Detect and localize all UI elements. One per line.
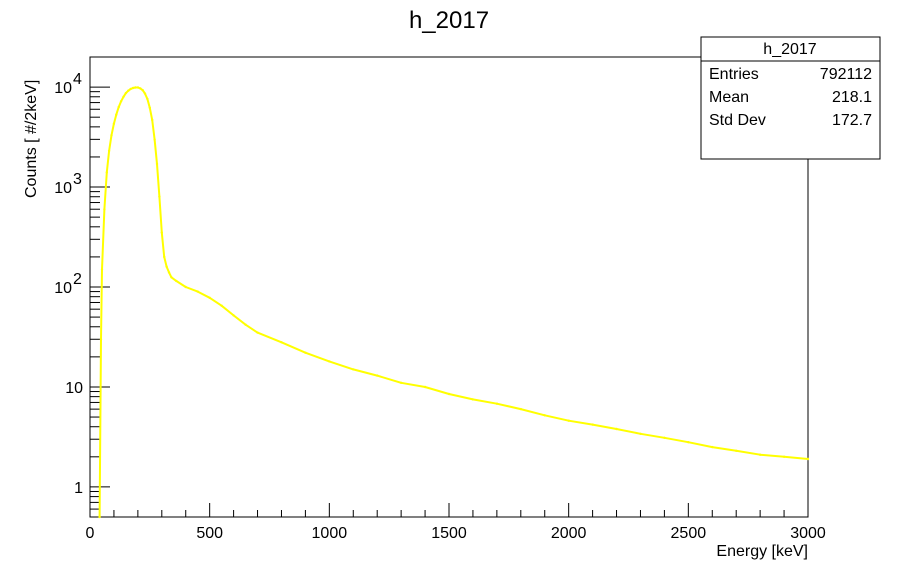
- data-point: [160, 231, 163, 234]
- data-point: [141, 89, 144, 92]
- x-tick-label: 500: [196, 525, 223, 542]
- data-point: [151, 118, 154, 122]
- data-point: [165, 265, 168, 268]
- data-point: [148, 106, 151, 110]
- data-point: [158, 195, 161, 198]
- data-point: [146, 97, 149, 101]
- data-point: [663, 436, 666, 439]
- data-point: [208, 296, 211, 299]
- data-point: [105, 171, 109, 174]
- data-point: [110, 134, 113, 137]
- data-point: [112, 122, 116, 125]
- y-tick-exponent: 4: [73, 71, 82, 88]
- data-point: [98, 515, 101, 519]
- data-point: [591, 423, 594, 426]
- stats-stddev-label: Std Dev: [709, 112, 766, 129]
- plot-frame: [89, 56, 809, 518]
- data-point: [471, 398, 475, 401]
- data-point: [543, 414, 546, 417]
- data-point: [806, 457, 810, 461]
- data-point: [519, 407, 522, 411]
- data-point: [103, 208, 106, 211]
- x-tick-label: 0: [86, 525, 95, 542]
- stats-entries-label: Entries: [709, 66, 759, 83]
- x-tick-label: 2000: [551, 525, 587, 542]
- x-tick-label: 1500: [431, 525, 467, 542]
- stats-mean-label: Mean: [709, 89, 749, 106]
- data-point: [256, 331, 259, 334]
- data-point: [129, 87, 132, 91]
- series-layer: [98, 86, 810, 519]
- data-point: [328, 360, 331, 363]
- data-point: [100, 268, 104, 271]
- data-point: [567, 419, 570, 422]
- stats-box-title: h_2017: [763, 41, 816, 58]
- data-point: [115, 113, 118, 116]
- data-point: [127, 89, 130, 92]
- data-point: [153, 138, 156, 141]
- stats-box-frame: [700, 36, 881, 160]
- data-point: [155, 162, 159, 166]
- data-point: [117, 105, 120, 109]
- data-point: [170, 276, 173, 279]
- stats-entries-value: 792112: [820, 66, 872, 83]
- stats-stddev-value: 172.7: [832, 112, 872, 129]
- data-point: [184, 285, 187, 289]
- data-point: [615, 427, 618, 431]
- stats-box: h_2017 Entries 792112 Mean 218.1 Std Dev…: [700, 36, 881, 160]
- y-axis-label: Counts [ #/2keV]: [23, 80, 40, 198]
- data-point: [131, 86, 135, 90]
- data-point: [399, 381, 403, 384]
- data-point: [782, 455, 786, 458]
- x-tick-label: 3000: [790, 525, 826, 542]
- data-point: [175, 279, 178, 283]
- data-point: [639, 432, 642, 435]
- data-point: [495, 402, 499, 405]
- data-point: [758, 453, 762, 456]
- data-point: [143, 92, 147, 95]
- x-axis: 0 500 1000 1500 2000 2500 3000: [86, 503, 826, 542]
- x-tick-label: 1000: [312, 525, 348, 542]
- data-point: [220, 304, 223, 307]
- data-point: [99, 338, 103, 341]
- y-tick-label: 10: [54, 180, 72, 197]
- data-point: [107, 149, 111, 153]
- data-point: [735, 449, 738, 452]
- data-point: [196, 290, 199, 293]
- data-point: [352, 368, 355, 371]
- y-tick-label: 10: [54, 280, 72, 297]
- data-point: [711, 445, 714, 449]
- plot-area-border: [89, 56, 809, 518]
- data-point: [280, 341, 283, 344]
- data-point: [139, 87, 142, 90]
- data-point: [119, 100, 123, 103]
- data-point: [167, 271, 171, 274]
- data-point: [136, 86, 140, 89]
- data-point: [423, 385, 427, 389]
- data-point: [232, 314, 235, 317]
- y-tick-label: 10: [65, 380, 83, 397]
- data-point: [447, 392, 451, 396]
- data-point: [134, 86, 137, 89]
- y-tick-label: 10: [54, 80, 72, 97]
- data-point: [122, 95, 125, 99]
- data-point: [244, 323, 247, 326]
- x-axis-label: Energy [keV]: [716, 543, 808, 560]
- x-tick-label: 2500: [671, 525, 707, 542]
- chart-title: h_2017: [409, 7, 489, 34]
- data-point: [304, 351, 307, 354]
- y-tick-label: 1: [74, 480, 83, 497]
- stats-mean-value: 218.1: [832, 89, 872, 106]
- y-tick-exponent: 2: [73, 271, 82, 288]
- data-point: [124, 91, 128, 95]
- data-point: [687, 441, 690, 444]
- data-point: [163, 255, 166, 259]
- y-tick-exponent: 3: [73, 171, 82, 188]
- data-point: [376, 374, 379, 377]
